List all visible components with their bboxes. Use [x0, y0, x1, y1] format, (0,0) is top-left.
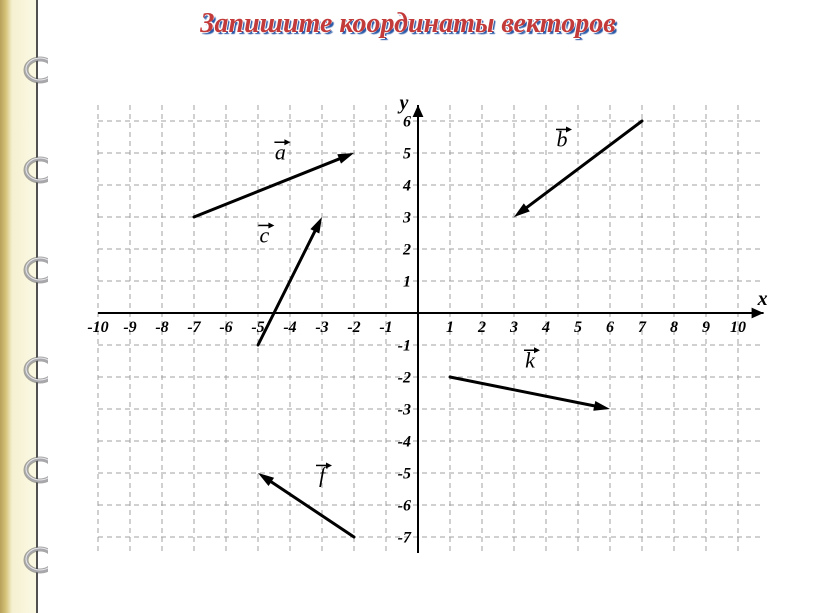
svg-text:-9: -9 [123, 319, 136, 336]
svg-text:5: 5 [574, 319, 582, 336]
svg-text:-4: -4 [283, 319, 296, 336]
plot-svg: -10-9-8-7-6-5-4-3-2-112345678910-7-6-5-4… [48, 48, 798, 608]
svg-text:a: a [275, 139, 286, 164]
axis-label-y: y [398, 92, 409, 114]
notebook-background: Запишите координаты векторов -10 -9 -8 -7 -6… [0, 0, 816, 613]
svg-text:-8: -8 [155, 319, 168, 336]
svg-text:6: 6 [403, 114, 411, 131]
svg-text:2: 2 [477, 319, 486, 336]
svg-text:-3: -3 [315, 319, 328, 336]
vector-label-a: a [274, 139, 290, 164]
svg-text:-5: -5 [398, 466, 411, 483]
svg-text:1: 1 [446, 319, 454, 336]
svg-text:c: c [260, 223, 270, 248]
svg-text:-4: -4 [398, 434, 411, 451]
svg-text:2: 2 [402, 242, 411, 259]
svg-text:7: 7 [638, 319, 647, 336]
vector-label-k: k [524, 347, 540, 372]
tick-labels: -10-9-8-7-6-5-4-3-2-112345678910-7-6-5-4… [87, 114, 746, 547]
svg-text:-7: -7 [187, 319, 201, 336]
svg-text:5: 5 [403, 146, 411, 163]
page-title: Запишите координаты векторов [0, 8, 816, 40]
svg-text:4: 4 [541, 319, 550, 336]
svg-text:8: 8 [670, 319, 678, 336]
vector-a: a [194, 139, 354, 217]
svg-text:-3: -3 [398, 402, 411, 419]
vector-label-c: c [258, 222, 274, 247]
svg-text:10: 10 [730, 319, 746, 336]
svg-text:b: b [557, 127, 568, 152]
svg-text:-6: -6 [219, 319, 232, 336]
svg-text:1: 1 [403, 274, 411, 291]
svg-text:9: 9 [702, 319, 710, 336]
coordinate-plot: -10-9-8-7-6-5-4-3-2-112345678910-7-6-5-4… [48, 48, 798, 608]
svg-text:-1: -1 [379, 319, 392, 336]
svg-text:-2: -2 [398, 370, 411, 387]
svg-text:-7: -7 [398, 530, 412, 547]
svg-text:-2: -2 [347, 319, 360, 336]
vector-label-b: b [556, 126, 572, 151]
vector-f: f [258, 462, 354, 537]
vector-label-f: f [316, 462, 332, 487]
svg-text:6: 6 [606, 319, 614, 336]
svg-text:3: 3 [402, 210, 411, 227]
vector-k: k [450, 347, 610, 411]
svg-text:-1: -1 [398, 338, 411, 355]
svg-text:3: 3 [509, 319, 518, 336]
svg-text:4: 4 [402, 178, 411, 195]
axis-label-x: x [757, 288, 768, 310]
svg-text:-10: -10 [87, 319, 108, 336]
svg-text:-6: -6 [398, 498, 411, 515]
